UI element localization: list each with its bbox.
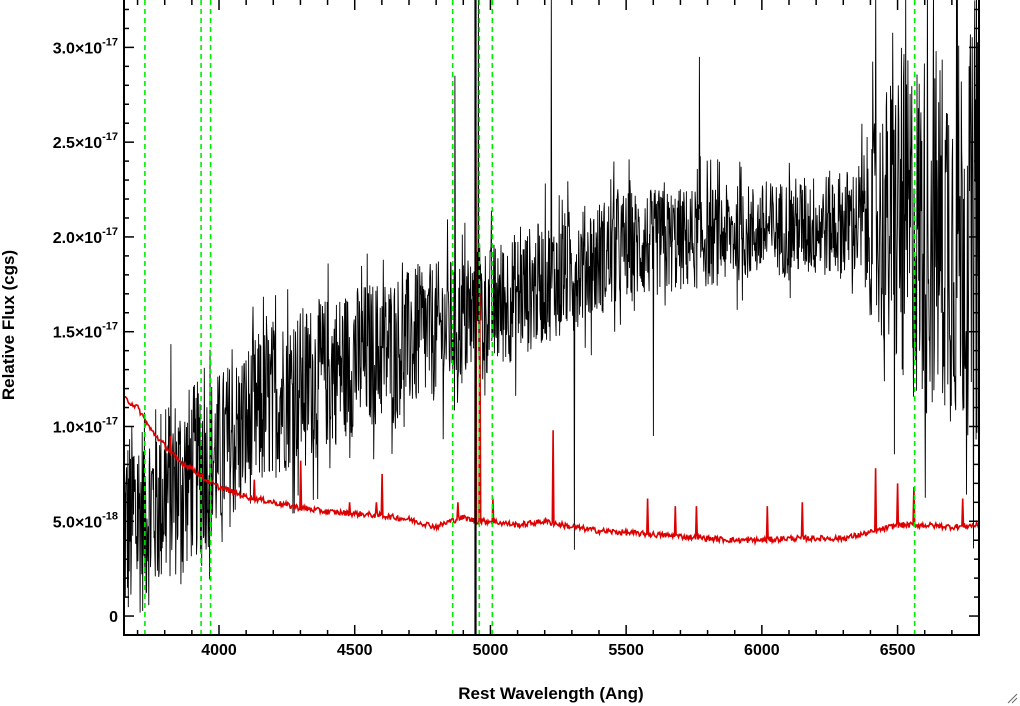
plot-frame: [123, 0, 980, 636]
y-axis-title: Relative Flux (cgs): [0, 250, 18, 400]
x-tick-label: 4500: [337, 642, 373, 659]
y-tick-label: 1.5×10-17: [53, 321, 118, 342]
y-tick-label: 3.0×10-17: [53, 36, 118, 57]
x-tick-label: 4000: [201, 642, 237, 659]
x-tick-label: 5000: [473, 642, 509, 659]
y-tick-label: 1.0×10-17: [53, 415, 118, 436]
x-tick-label: 5500: [608, 642, 644, 659]
observed-spectrum-line: [124, 0, 979, 613]
x-tick-label: 6000: [744, 642, 780, 659]
y-tick-label: 5.0×10-18: [53, 510, 118, 531]
y-tick-label: 2.5×10-17: [53, 131, 118, 152]
model-spectrum-line: [124, 132, 979, 547]
x-axis-title: Rest Wavelength (Ang): [458, 684, 643, 703]
resize-grip-icon[interactable]: [1006, 692, 1018, 704]
x-tick-label: 6500: [880, 642, 916, 659]
y-tick-label: 0: [109, 609, 118, 626]
y-tick-label: 2.0×10-17: [53, 226, 118, 247]
